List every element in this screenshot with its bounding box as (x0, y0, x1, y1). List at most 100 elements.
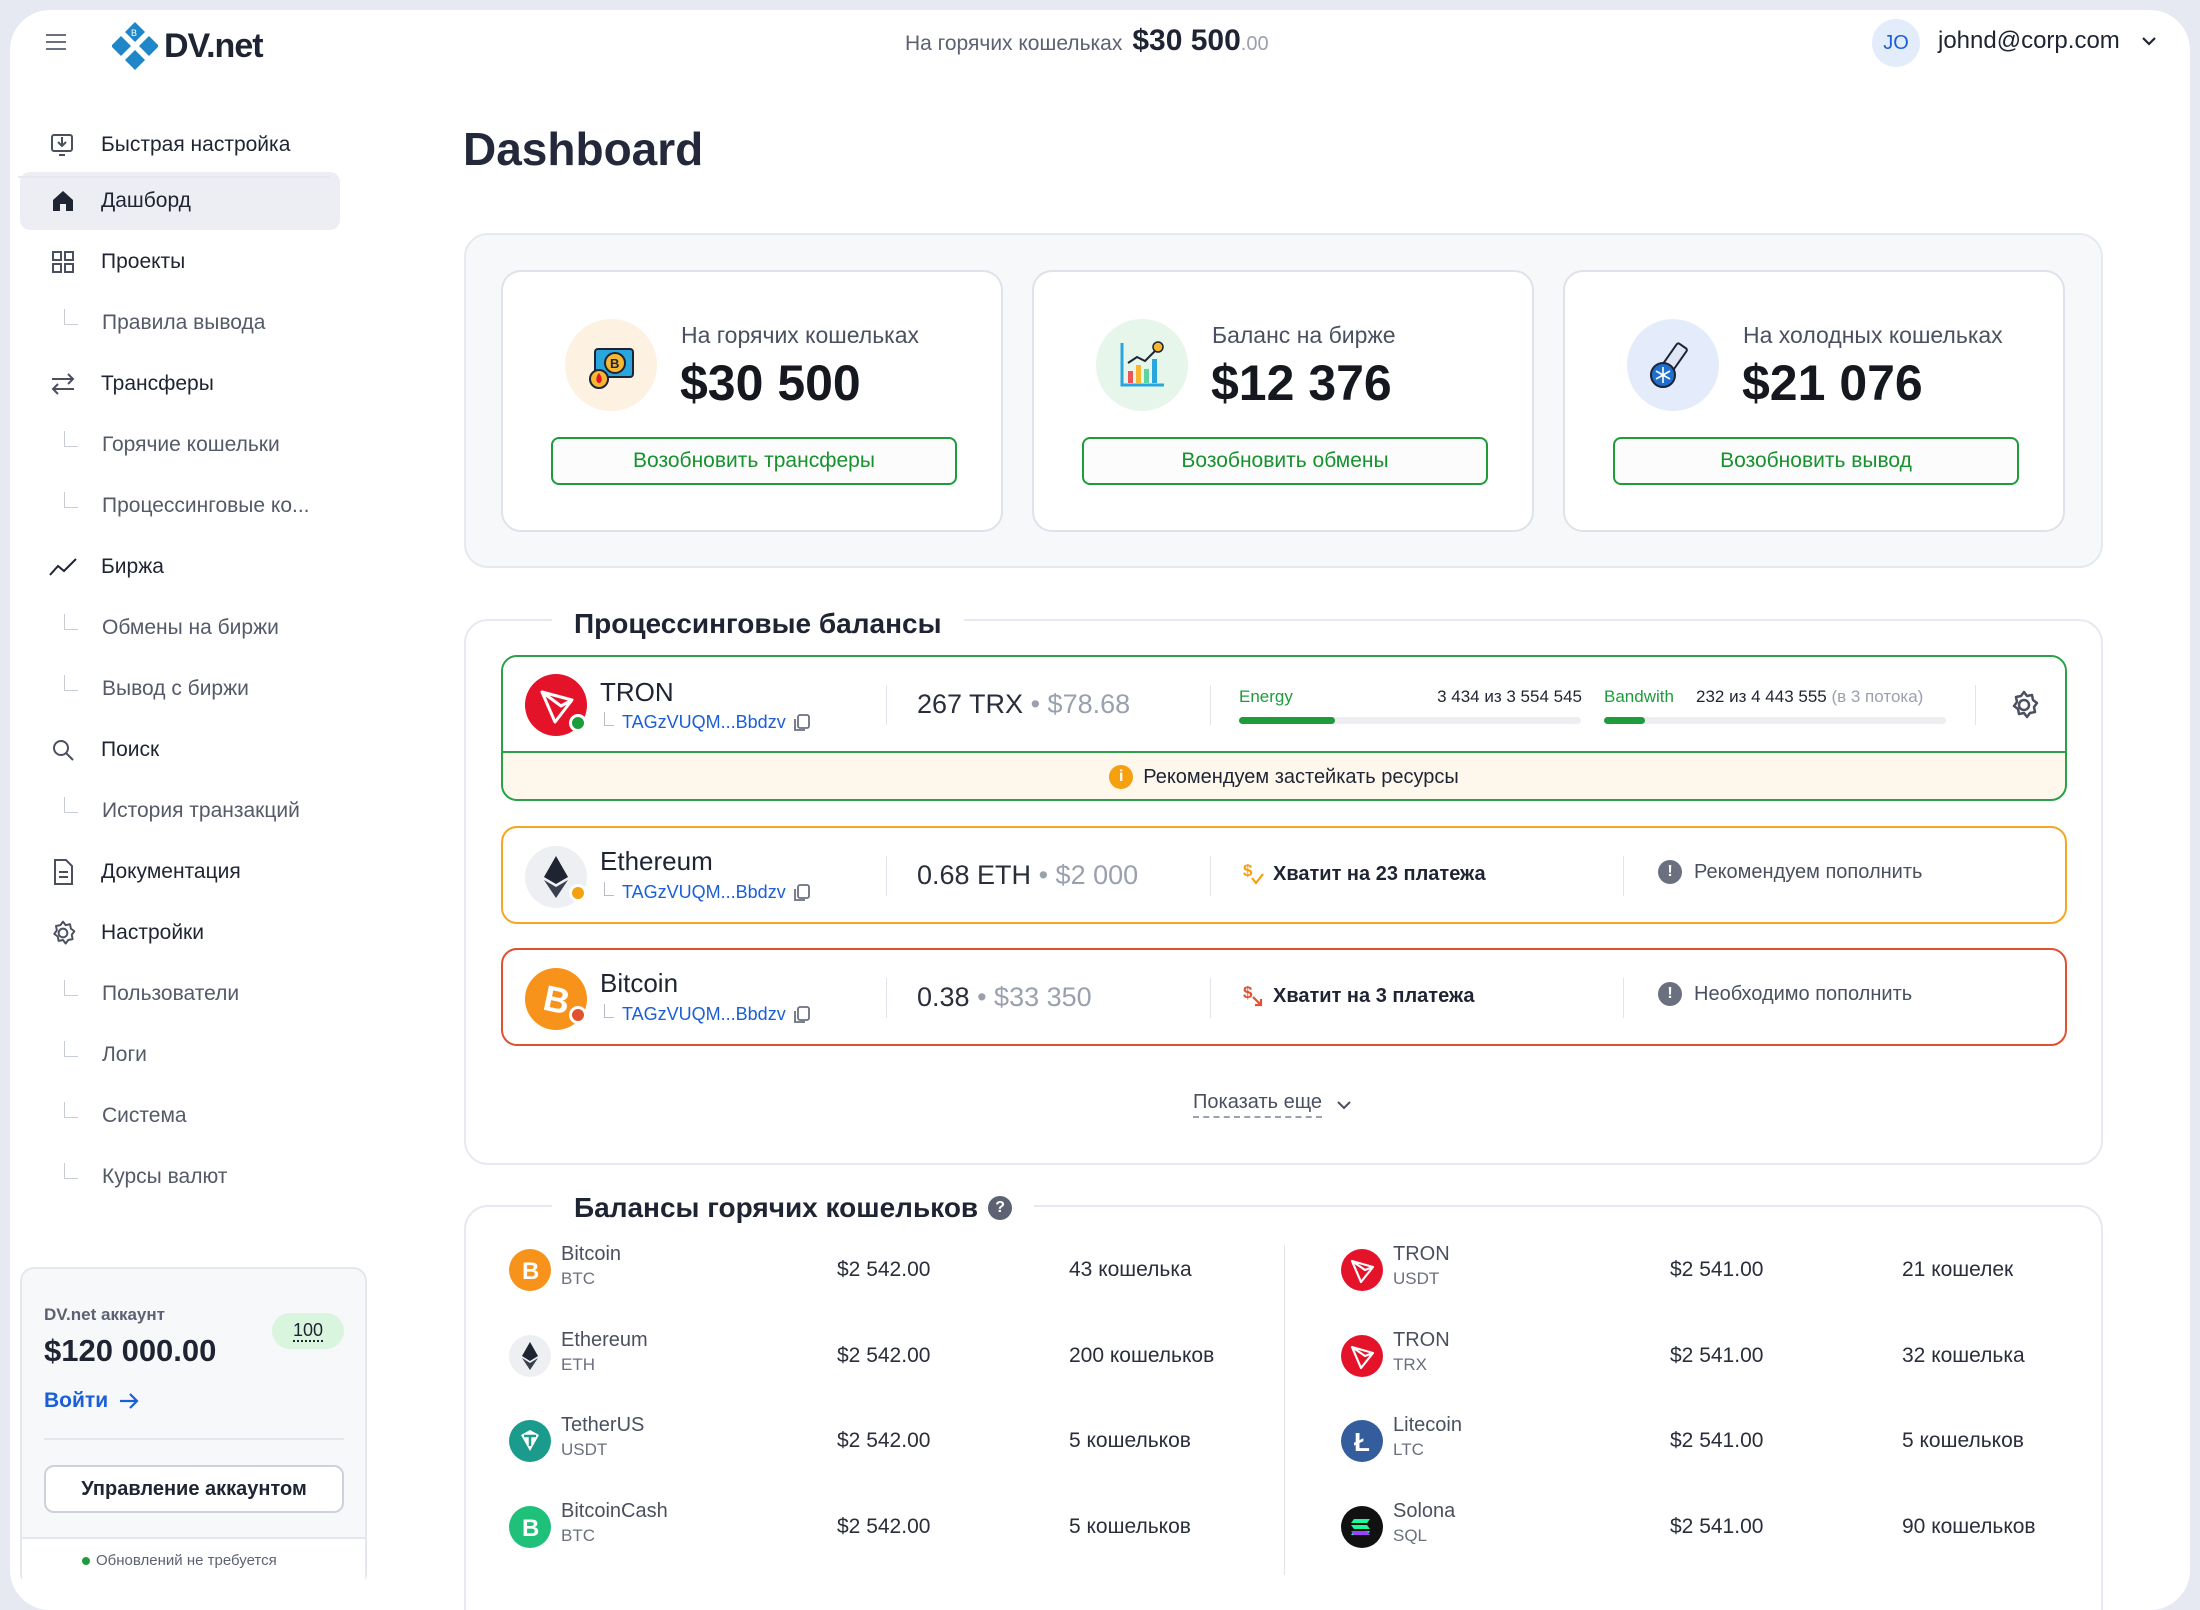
user-email[interactable]: johnd@corp.com (1938, 27, 2120, 54)
tree-connector (64, 1102, 78, 1118)
coin-amount: $2 542.00 (837, 1515, 931, 1538)
eth-coin-icon (509, 1335, 551, 1377)
processing-row-tron: TRON TAGzVUQM...Bbdzv 267 TRX • $78.68 E… (501, 655, 2067, 801)
coin-name: Bitcoin (561, 1243, 622, 1265)
wallet-address[interactable]: TAGzVUQM...Bbdzv (600, 711, 811, 733)
coin-symbol: SQL (1393, 1526, 1428, 1545)
avatar[interactable]: JO (1872, 19, 1920, 67)
sidebar-item-sub-3[interactable]: Правила вывода (20, 294, 340, 352)
resume-button[interactable]: Возобновить трансферы (551, 437, 957, 485)
account-divider (44, 1438, 344, 1440)
sidebar-item-sub-6[interactable]: Процессинговые ко... (20, 477, 340, 535)
sidebar-item-label: Быстрая настройка (101, 133, 291, 156)
hot-balance-row[interactable]: TRON USDT $2 541.00 21 кошелек (1341, 1235, 2101, 1305)
manage-account-button[interactable]: Управление аккаунтом (44, 1465, 344, 1513)
sidebar-item-sub-15[interactable]: Логи (20, 1026, 340, 1084)
sidebar-item-home[interactable]: Дашборд (20, 172, 340, 230)
tree-connector (64, 1163, 78, 1179)
tree-connector (64, 1041, 78, 1057)
hot-balance-row[interactable]: B Bitcoin BTC $2 542.00 43 кошелька (509, 1235, 1269, 1305)
gear-icon[interactable] (2008, 689, 2040, 726)
chevron-down-icon (1337, 1100, 1351, 1109)
sidebar-item-grid[interactable]: Проекты (20, 233, 340, 291)
svg-text:B: B (522, 1515, 539, 1542)
coin-name: Bitcoin (600, 968, 679, 998)
sidebar-item-sub-11[interactable]: История транзакций (20, 782, 340, 840)
sidebar-item-label: Трансферы (101, 372, 214, 395)
sidebar-item-sub-14[interactable]: Пользователи (20, 965, 340, 1023)
status-dot-icon (82, 1556, 90, 1565)
show-more-button[interactable]: Показать еще (1193, 1091, 1352, 1118)
hot-balances-header: Балансы горячих кошельков ? (552, 1192, 1035, 1224)
advice: ! Рекомендуем пополнить (1658, 860, 1922, 884)
processing-row-bitcoin: B Bitcoin TAGzVUQM...Bbdzv 0.38 • $33 35… (501, 948, 2067, 1046)
sidebar-item-sub-5[interactable]: Горячие кошельки (20, 416, 340, 474)
bitcoin-icon: B (525, 968, 587, 1035)
hot-balance-row[interactable]: TRON TRX $2 541.00 32 кошелька (1341, 1321, 2101, 1391)
bandwidth-value: 232 из 4 443 555 (в 3 потока) (1696, 687, 1924, 706)
svg-text:Ł: Ł (1354, 1427, 1370, 1457)
menu-icon[interactable] (44, 32, 68, 57)
alert-icon: ! (1658, 860, 1682, 884)
sidebar-item-search[interactable]: Поиск (20, 721, 340, 779)
copy-icon[interactable] (793, 713, 811, 733)
wallet-count: 200 кошельков (1069, 1344, 1215, 1367)
summary-card: B На горячих кошельках $30 500 Возобновить … (501, 270, 1003, 532)
sidebar-item-label: Система (102, 1104, 187, 1127)
sidebar-item-label: Правила вывода (102, 311, 266, 334)
hot-balance-row[interactable]: Solona SQL $2 541.00 90 кошельков (1341, 1492, 2101, 1562)
logo[interactable]: B DV.net (112, 20, 264, 72)
chart-line-icon (48, 552, 78, 582)
wallet-count: 5 кошельков (1902, 1429, 2024, 1452)
monitor-download-icon (48, 130, 78, 160)
coin-name: Litecoin (1393, 1414, 1462, 1436)
svg-text:$: $ (1243, 983, 1253, 1002)
sidebar-item-arrows-swap[interactable]: Трансферы (20, 355, 340, 413)
coin-symbol: ETH (561, 1355, 595, 1374)
trx-coin-icon (1341, 1249, 1383, 1291)
sidebar-item-sub-9[interactable]: Вывод с биржи (20, 660, 340, 718)
sidebar-item-label: Проекты (101, 250, 186, 273)
hot-balance-row[interactable]: B BitcoinCash BTC $2 542.00 5 кошельков (509, 1492, 1269, 1562)
sidebar-item-label: Документация (101, 860, 241, 883)
sol-coin-icon (1341, 1506, 1383, 1548)
tree-connector (64, 614, 78, 630)
copy-icon[interactable] (793, 883, 811, 903)
coin-name: TetherUS (561, 1414, 645, 1436)
header-hot-cents: .00 (1240, 33, 1269, 55)
copy-icon[interactable] (793, 1005, 811, 1025)
tree-connector (64, 492, 78, 508)
coin-name: Solona (1393, 1500, 1456, 1522)
hot-balance-row[interactable]: Ethereum ETH $2 542.00 200 кошельков (509, 1321, 1269, 1391)
sidebar-item-monitor-download[interactable]: Быстрая настройка (20, 116, 340, 174)
account-badge[interactable]: 100 (272, 1313, 344, 1349)
login-link[interactable]: Войти (44, 1389, 140, 1413)
resume-button[interactable]: Возобновить вывод (1613, 437, 2019, 485)
card-label: Баланс на бирже (1212, 322, 1396, 348)
gear-icon (48, 918, 78, 948)
search-icon (48, 735, 78, 765)
ltc-coin-icon: Ł (1341, 1420, 1383, 1462)
coin-amount: $2 542.00 (837, 1258, 931, 1281)
coin-name: Ethereum (600, 846, 713, 876)
sidebar-item-label: Вывод с биржи (102, 677, 249, 700)
sidebar-item-document[interactable]: Документация (20, 843, 340, 901)
sidebar-item-sub-16[interactable]: Система (20, 1087, 340, 1145)
help-icon[interactable]: ? (988, 1196, 1013, 1220)
sidebar-item-chart-line[interactable]: Биржа (20, 538, 340, 596)
hot-balance-row[interactable]: Ł Litecoin LTC $2 541.00 5 кошельков (1341, 1406, 2101, 1476)
arrows-swap-icon (48, 369, 78, 399)
resume-button[interactable]: Возобновить обмены (1082, 437, 1488, 485)
wallet-address[interactable]: TAGzVUQM...Bbdzv (600, 1003, 811, 1025)
energy-bar (1239, 717, 1581, 724)
sidebar-item-sub-8[interactable]: Обмены на биржи (20, 599, 340, 657)
chevron-down-icon[interactable] (2140, 34, 2158, 52)
sidebar-item-label: Биржа (101, 555, 164, 578)
coin-name: TRON (1393, 1243, 1450, 1265)
sidebar-item-gear[interactable]: Настройки (20, 904, 340, 962)
wallet-address[interactable]: TAGzVUQM...Bbdzv (600, 881, 811, 903)
sidebar-item-sub-17[interactable]: Курсы валют (20, 1148, 340, 1206)
ethereum-icon (525, 846, 587, 913)
hot-balances-title: Балансы горячих кошельков (574, 1192, 979, 1223)
hot-balance-row[interactable]: TetherUS USDT $2 542.00 5 кошельков (509, 1406, 1269, 1476)
